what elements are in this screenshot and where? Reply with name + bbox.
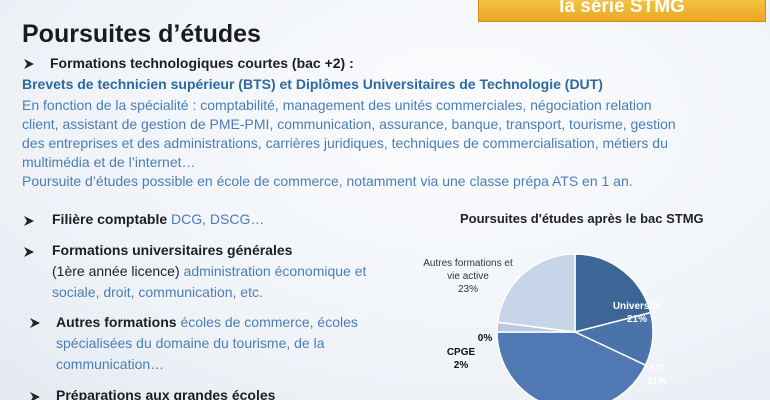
- paragraph-line: des entreprises et des administrations, …: [22, 135, 668, 151]
- bullet: [30, 318, 40, 328]
- pie-value: 23%: [457, 284, 478, 295]
- pie-label: IUT 11%: [627, 362, 687, 388]
- subheading: Brevets de technicien supérieur (BTS) et…: [22, 76, 603, 92]
- heading: Formations technologiques courtes (bac +…: [50, 55, 354, 71]
- pie-label: 0%: [455, 332, 515, 345]
- item-detail: administration économique et sociale, dr…: [52, 263, 367, 300]
- pie-slice: [496, 253, 576, 333]
- paragraph-line: Poursuite d’études possible en école de …: [22, 173, 633, 189]
- banner: la série STMG: [478, 0, 766, 22]
- pie-label: Université 21%: [607, 300, 667, 326]
- paragraph-line: multimédia et de l’internet…: [22, 154, 196, 170]
- pie-slice: [496, 331, 647, 400]
- pie-label: CPGE 2%: [431, 346, 491, 372]
- bullet: [24, 59, 34, 69]
- pie-category: IUT: [648, 363, 666, 374]
- item-note: (1ère année licence): [52, 263, 180, 279]
- pie-category: Autres formations et vie active: [423, 258, 513, 282]
- item-detail: écoles de commerce, écoles spécialisées …: [56, 314, 358, 372]
- item: (1ère année licence) administration écon…: [52, 261, 392, 303]
- slide-title: Poursuites d’études: [22, 20, 261, 48]
- pie-value: 0%: [477, 333, 493, 344]
- pie-value: 21%: [626, 314, 647, 325]
- item: Filière comptable DCG, DSCG…: [52, 211, 264, 227]
- pie-value: 2%: [453, 360, 469, 371]
- paragraph-line: client, assistant de gestion de PME-PMI,…: [22, 116, 676, 132]
- pie-slice: [574, 253, 652, 333]
- item-label: Autres formations: [56, 314, 177, 330]
- item-label: Préparations aux grandes écoles: [56, 387, 276, 400]
- item-detail: DCG, DSCG…: [171, 211, 265, 227]
- chart-title: Poursuites d'études après le bac STMG: [460, 211, 704, 226]
- pie-category: Université: [612, 301, 662, 312]
- pie-category: CPGE: [446, 347, 476, 358]
- pie-value: 11%: [647, 376, 667, 387]
- bullet: [24, 247, 34, 257]
- paragraph-line: En fonction de la spécialité : comptabil…: [22, 97, 652, 113]
- bullet: [30, 392, 40, 400]
- item: Autres formations écoles de commerce, éc…: [56, 312, 386, 375]
- bullet: [24, 216, 34, 226]
- pie-label: Autres formations et vie active 23%: [416, 257, 520, 296]
- item-label: Filière comptable: [52, 211, 168, 227]
- item-label: Formations universitaires générales: [52, 242, 293, 258]
